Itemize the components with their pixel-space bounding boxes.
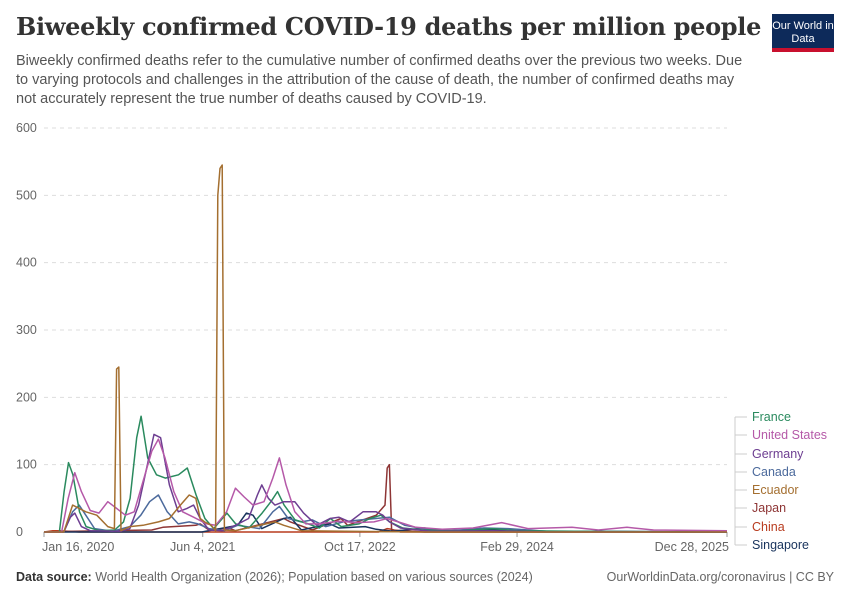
series-line-france <box>44 415 728 533</box>
line-chart: 0 100 200 300 400 500 600 Jan 16, 2020 Jun 4, 20… <box>16 121 827 554</box>
series-line-germany <box>44 433 727 533</box>
data-source-label: Data source: <box>16 570 92 584</box>
x-tick-label: Dec 28, 2025 <box>655 540 729 554</box>
series-line-ecuador <box>44 164 727 533</box>
legend-label-canada: Canada <box>752 465 796 479</box>
legend-label-ecuador: Ecuador <box>752 483 799 497</box>
y-tick-label: 600 <box>16 121 37 135</box>
legend-label-united-states: United States <box>752 428 827 442</box>
legend: France United States Germany Canada Ecuador J… <box>734 410 827 552</box>
legend-label-china: China <box>752 520 785 534</box>
y-tick-label: 400 <box>16 256 37 270</box>
series-line-japan <box>43 463 727 533</box>
grid-lines <box>44 127 727 466</box>
series-line-united-states <box>44 438 728 533</box>
x-tick-label: Feb 29, 2024 <box>480 540 554 554</box>
axes: 0 100 200 300 400 500 600 Jan 16, 2020 Jun 4, 20… <box>16 121 729 554</box>
x-tick-label: Oct 17, 2022 <box>324 540 396 554</box>
y-tick-label: 0 <box>16 525 23 539</box>
y-tick-label: 500 <box>16 188 37 202</box>
data-source: Data source: World Health Organization (… <box>16 570 533 584</box>
y-tick-label: 200 <box>16 390 37 404</box>
legend-label-singapore: Singapore <box>752 538 809 552</box>
legend-label-japan: Japan <box>752 501 786 515</box>
series-lines <box>43 164 728 533</box>
x-tick-label: Jan 16, 2020 <box>42 540 114 554</box>
y-tick-label: 300 <box>16 323 37 337</box>
legend-label-germany: Germany <box>752 447 804 461</box>
owid-logo[interactable]: Our World in Data <box>772 14 834 52</box>
chart-subtitle: Biweekly confirmed deaths refer to the c… <box>16 53 743 107</box>
chart-title: Biweekly confirmed COVID-19 deaths per m… <box>16 12 762 41</box>
x-tick-label: Jun 4, 2021 <box>170 540 235 554</box>
source-link[interactable]: OurWorldinData.org/coronavirus | CC BY <box>606 570 834 584</box>
y-tick-label: 100 <box>16 458 37 472</box>
legend-label-france: France <box>752 410 791 424</box>
data-source-text: World Health Organization (2026); Popula… <box>95 570 533 584</box>
